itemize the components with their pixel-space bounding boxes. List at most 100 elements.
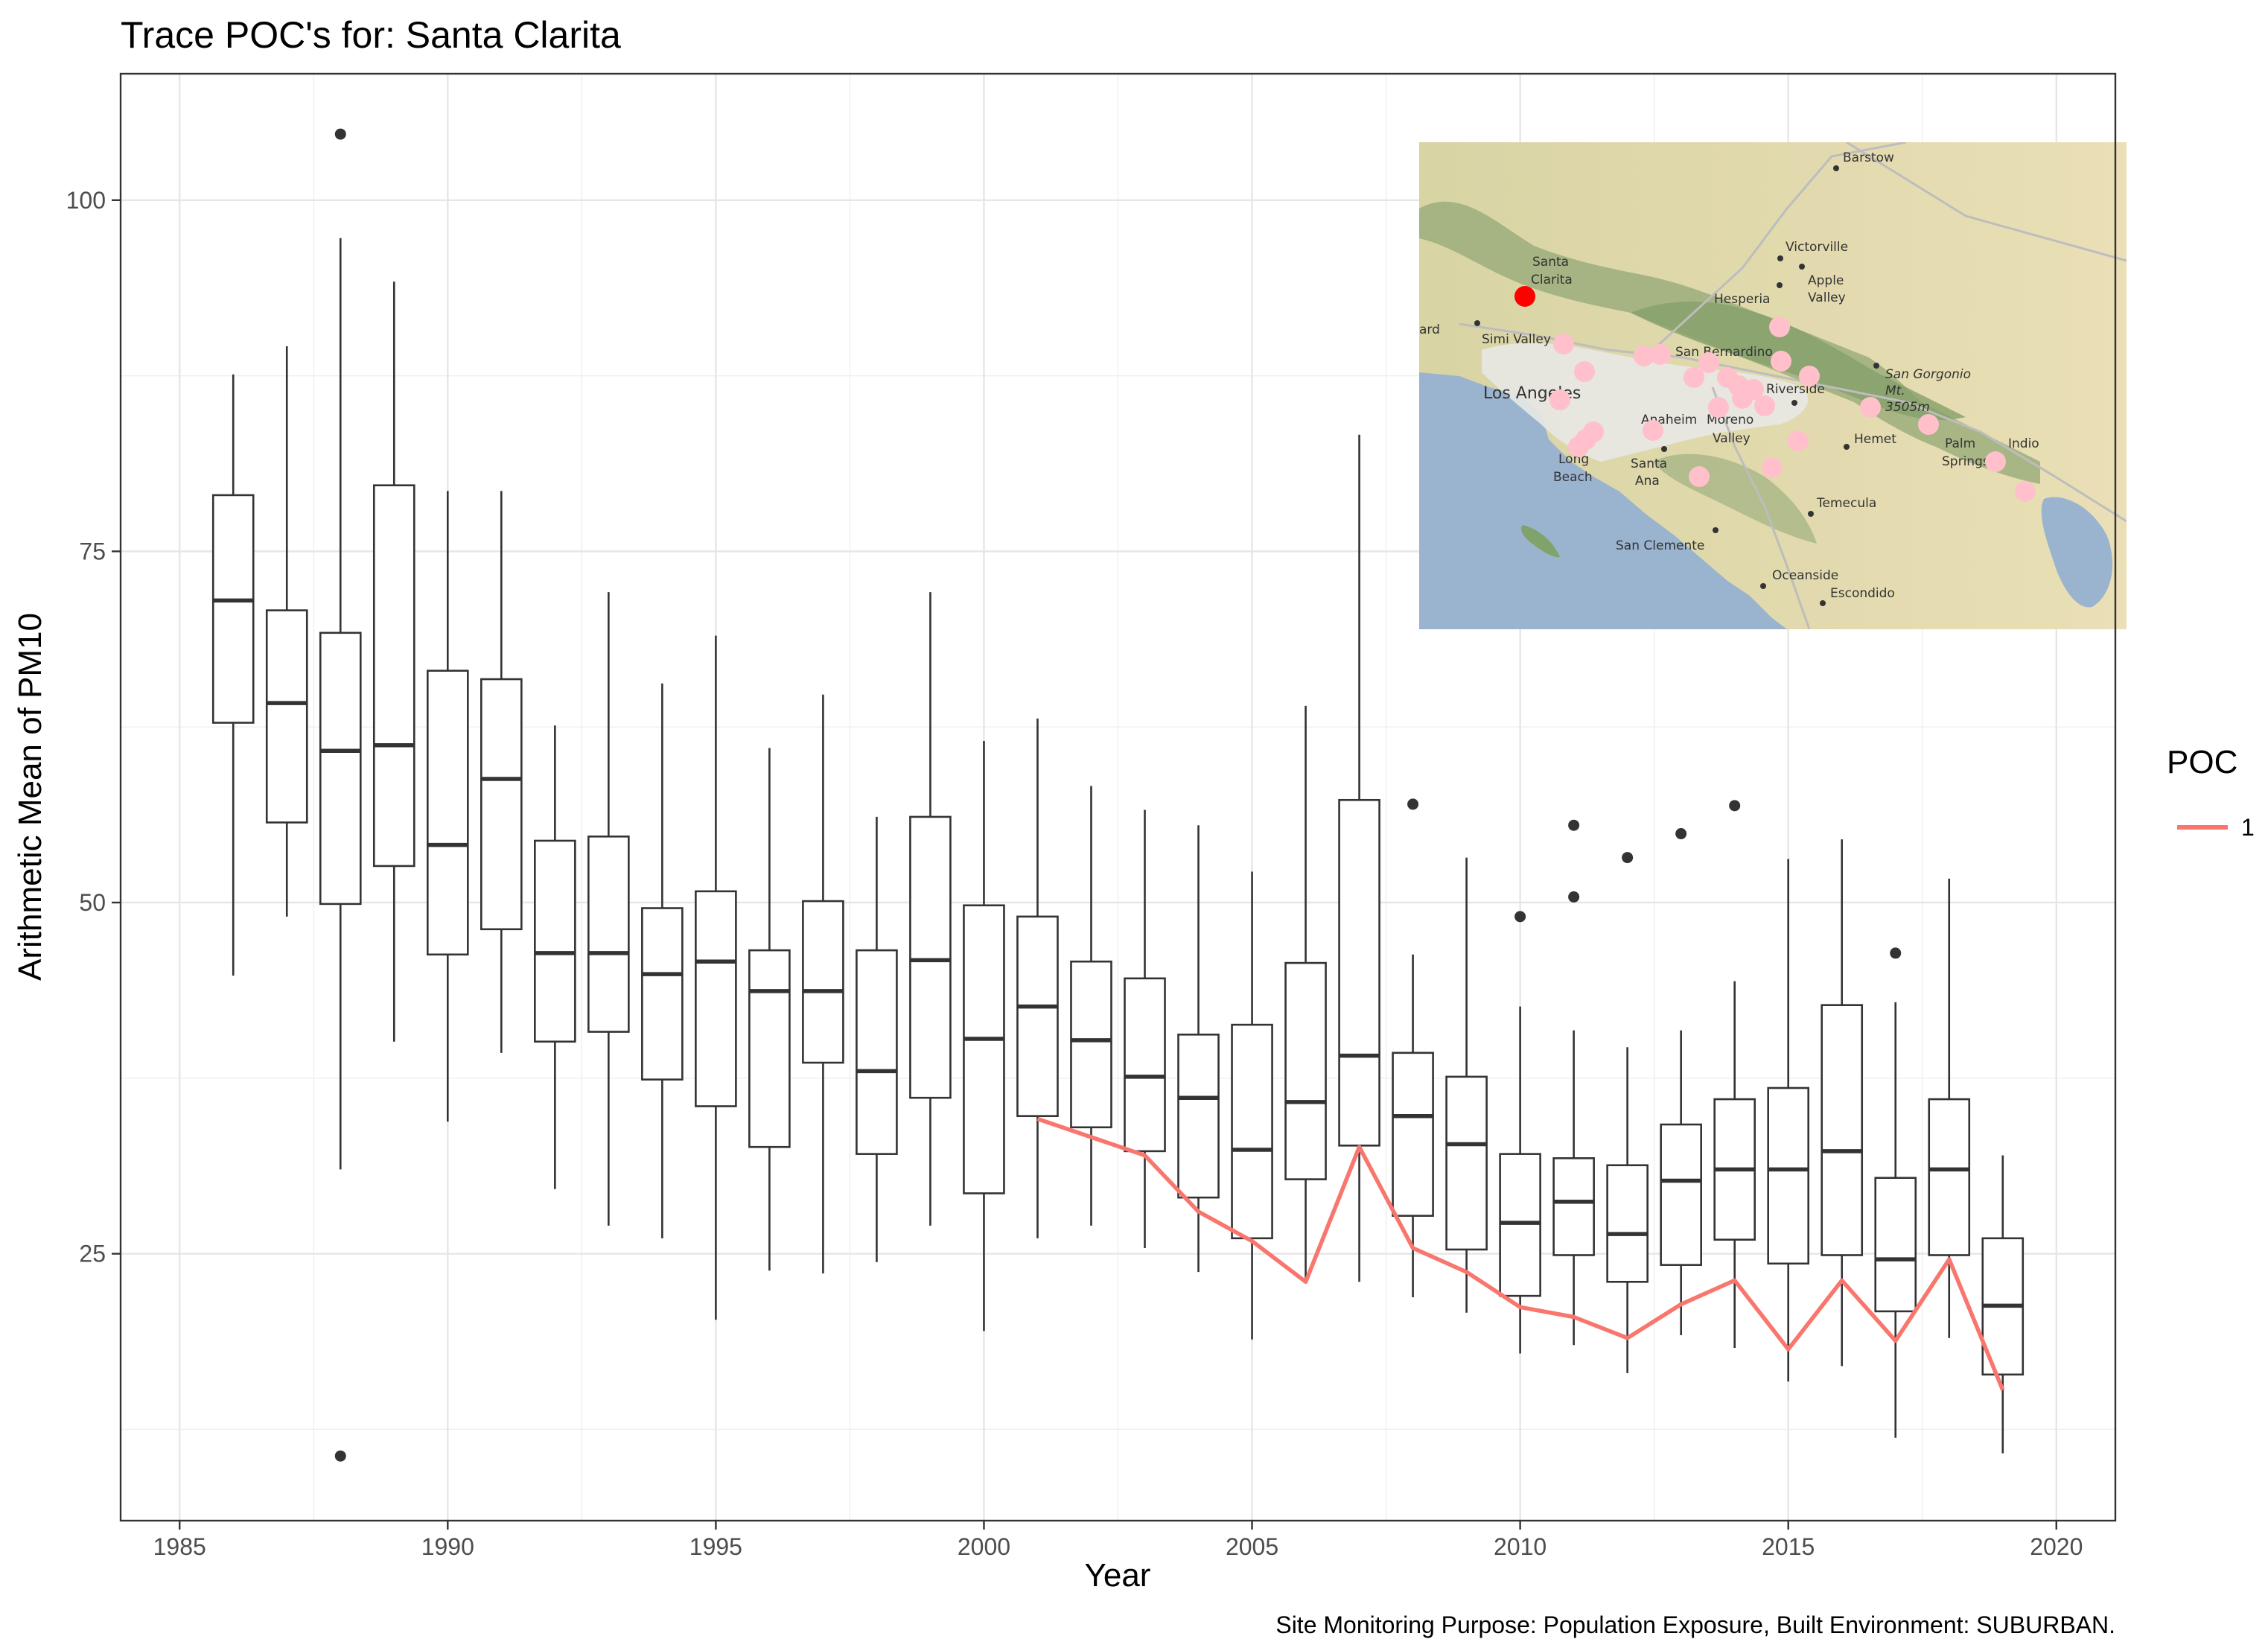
map-town-dots — [1474, 165, 1879, 606]
boxplot-1996 — [748, 748, 791, 1271]
boxplot-1998 — [856, 816, 898, 1262]
box-iqr — [1338, 798, 1380, 1147]
box-iqr — [1070, 960, 1112, 1129]
boxplot-2019 — [1981, 1155, 2025, 1454]
map-site-marker — [1553, 334, 1574, 354]
boxplot-1999 — [909, 592, 952, 1226]
map-site-marker — [1689, 466, 1710, 487]
y-axis-title: Arithmetic Mean of PM10 — [12, 613, 48, 981]
box-iqr — [534, 839, 576, 1043]
y-tick-label: 75 — [79, 538, 106, 564]
map-site-marker — [1698, 352, 1719, 373]
map-highlight-site — [1514, 286, 1535, 307]
box-iqr — [748, 949, 791, 1148]
boxplot-1997 — [802, 694, 844, 1273]
map-mountains-ridge — [1631, 302, 1966, 421]
map-site-marker — [1769, 316, 1790, 337]
legend-title: POC — [2167, 744, 2237, 780]
box-iqr — [1284, 961, 1327, 1180]
outlier-point — [1407, 798, 1419, 810]
map-sites — [1549, 316, 2036, 502]
box-iqr — [1874, 1177, 1917, 1313]
outlier-point — [1514, 911, 1526, 923]
box-iqr — [1660, 1123, 1702, 1266]
boxplot-2000 — [963, 741, 1005, 1331]
box-iqr — [1767, 1086, 1810, 1265]
boxplot-2006 — [1284, 705, 1327, 1284]
map-ocean — [1419, 372, 1787, 629]
map-label: Simi Valley — [1482, 332, 1551, 347]
series-line-poc-1 — [1036, 1116, 2005, 1391]
boxplot-1992 — [534, 725, 576, 1189]
map-road — [1846, 142, 2127, 262]
x-axis-title: Year — [1085, 1557, 1151, 1594]
map-site-marker — [1918, 414, 1939, 435]
y-tick-label: 50 — [79, 889, 106, 916]
map-label: Santa — [1532, 255, 1569, 270]
x-tick-label: 2000 — [958, 1533, 1010, 1560]
map-site-marker — [1708, 397, 1729, 418]
plot-panel: Barstow Victorville Apple Valley Santa C… — [119, 72, 2127, 1522]
boxplot-1988 — [319, 128, 362, 1462]
box-iqr — [1445, 1075, 1488, 1251]
map-label: San Clemente — [1616, 538, 1704, 553]
map-site-marker — [1549, 389, 1570, 410]
boxplot-2014 — [1713, 800, 1756, 1348]
boxplot-2018 — [1928, 878, 1971, 1338]
map-label: Hemet — [1854, 432, 1896, 447]
boxplot-2008 — [1392, 798, 1434, 1298]
map-label: Valley — [1713, 431, 1751, 446]
map-site-marker — [1574, 361, 1595, 382]
map-salton-sea — [2041, 497, 2113, 608]
map-label: San Bernardino — [1675, 345, 1773, 360]
map-site-marker — [1732, 388, 1753, 409]
map-road — [1711, 386, 1811, 629]
boxplot-1991 — [480, 491, 523, 1053]
box-iqr — [963, 904, 1005, 1194]
series-lines — [1036, 1116, 2005, 1391]
x-tick-label: 1990 — [421, 1533, 474, 1560]
box-iqr — [211, 494, 255, 724]
boxplot-2005 — [1231, 871, 1273, 1340]
map-label: Springs — [1942, 454, 1990, 469]
map-site-marker — [1754, 395, 1775, 416]
chart-caption: Site Monitoring Purpose: Population Expo… — [1275, 1611, 2115, 1638]
map-label: Temecula — [1816, 496, 1876, 511]
box-iqr — [1552, 1157, 1595, 1256]
map-label: Palm — [1945, 436, 1975, 451]
box-iqr — [319, 631, 362, 906]
map-label: Valley — [1808, 290, 1846, 305]
map-label: Indio — [2008, 436, 2039, 451]
box-iqr — [480, 678, 523, 931]
boxplot-1987 — [265, 346, 308, 917]
x-tick-label: 2020 — [2030, 1533, 2083, 1560]
map-label: Hesperia — [1714, 292, 1770, 307]
outlier-point — [1568, 891, 1580, 903]
box-iqr — [1016, 915, 1059, 1118]
box-iqr — [265, 609, 308, 824]
map-label: Oceanside — [1772, 568, 1838, 583]
boxplot-2002 — [1070, 786, 1112, 1226]
outlier-point — [1675, 828, 1687, 840]
boxplot-1986 — [211, 374, 255, 976]
boxplot-2012 — [1606, 852, 1649, 1373]
outlier-point — [1622, 852, 1634, 864]
map-site-marker — [1568, 436, 1589, 457]
boxplot-1994 — [641, 683, 684, 1238]
map-label: Clarita — [1531, 273, 1573, 287]
boxplot-2001 — [1016, 718, 1059, 1238]
box-iqr — [426, 669, 469, 956]
boxplot-1990 — [426, 491, 469, 1122]
map-road — [1651, 142, 1907, 351]
boxplot-2015 — [1767, 859, 1810, 1382]
box-iqr — [1177, 1034, 1220, 1199]
x-axis: 1985 1990 1995 2000 2005 2010 2015 2020 — [153, 1521, 2083, 1560]
map-label: Mt. — [1885, 384, 1905, 398]
outlier-point — [334, 1450, 346, 1462]
map-site-marker — [2015, 481, 2036, 502]
boxplot-2003 — [1124, 809, 1166, 1249]
box-iqr — [1928, 1098, 1971, 1256]
map-label: Riverside — [1766, 382, 1825, 397]
box-iqr — [695, 890, 737, 1107]
legend-label: 1 — [2241, 814, 2255, 841]
